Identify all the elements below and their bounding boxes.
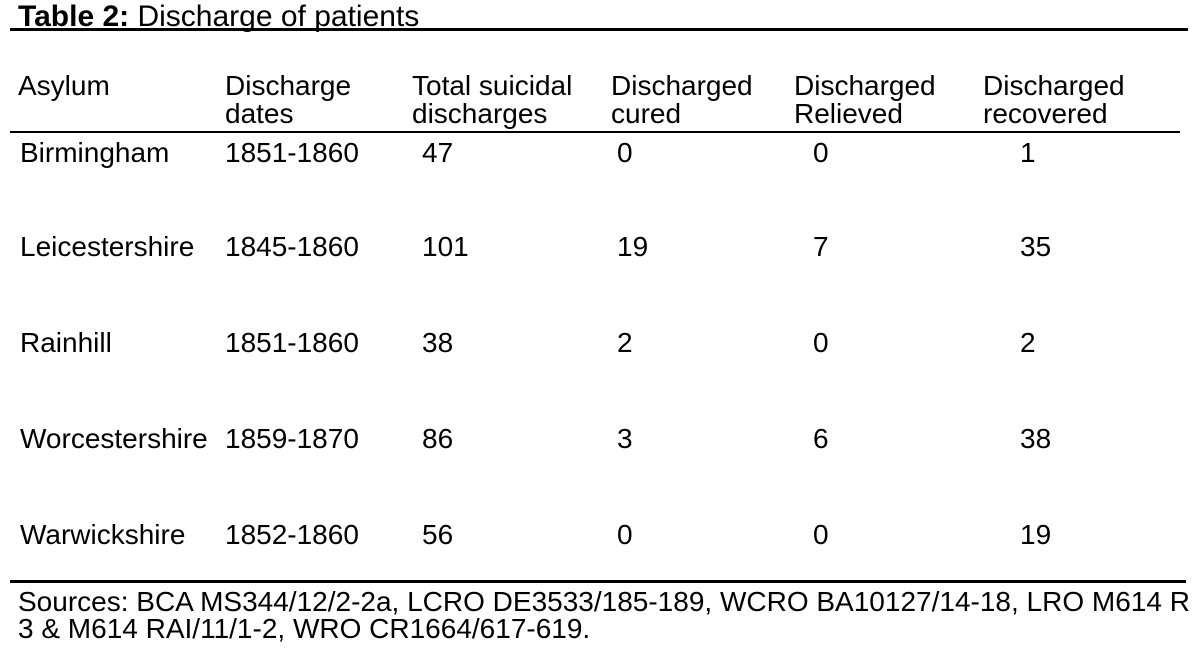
cell-recovered: 1 (1020, 137, 1036, 168)
cell-relieved: 0 (813, 137, 829, 168)
cell-recovered: 2 (1020, 327, 1036, 358)
cell-relieved: 7 (813, 231, 829, 262)
table-row: Warwickshire 1852-1860 56 0 0 19 (18, 519, 1184, 581)
table-header-row: Asylum Discharge dates Total suicidal di… (18, 72, 1184, 128)
cell-relieved: 0 (813, 519, 829, 550)
cell-dates: 1845-1860 (225, 231, 359, 262)
cell-relieved: 6 (813, 423, 829, 454)
cell-total: 101 (422, 231, 469, 262)
cell-asylum: Birmingham (20, 137, 170, 168)
column-header-recovered: Discharged recovered (983, 70, 1125, 129)
cell-dates: 1851-1860 (225, 327, 359, 358)
header-divider (10, 131, 1180, 133)
cell-cured: 0 (617, 137, 633, 168)
table-row: Rainhill 1851-1860 38 2 0 2 (18, 327, 1184, 423)
cell-dates: 1859-1870 (225, 423, 359, 454)
cell-asylum: Warwickshire (20, 519, 186, 550)
cell-recovered: 35 (1020, 231, 1052, 262)
cell-recovered: 19 (1020, 519, 1052, 550)
cell-asylum: Rainhill (20, 327, 112, 358)
cell-total: 47 (422, 137, 454, 168)
table-row: Leicestershire 1845-1860 101 19 7 35 (18, 231, 1184, 327)
table-row: Birmingham 1851-1860 47 0 0 1 (18, 137, 1184, 231)
cell-total: 86 (422, 423, 454, 454)
cell-cured: 0 (617, 519, 633, 550)
table-body: Birmingham 1851-1860 47 0 0 1 Leicesters… (18, 137, 1184, 581)
column-header-dates: Discharge dates (225, 70, 352, 129)
cell-recovered: 38 (1020, 423, 1052, 454)
table-number-label: Table 2: (18, 0, 130, 33)
table-row: Worcestershire 1859-1870 86 3 6 38 (18, 423, 1184, 519)
table-caption: Discharge of patients (129, 0, 420, 33)
title-divider (10, 28, 1188, 31)
cell-asylum: Worcestershire (20, 423, 208, 454)
column-header-total: Total suicidal discharges (412, 70, 573, 129)
column-header-cured: Discharged cured (611, 70, 753, 129)
sources-note: Sources: BCA MS344/12/2-2a, LCRO DE3533/… (18, 588, 1190, 642)
bottom-divider (10, 580, 1186, 583)
page-title: Table 2: Discharge of patients (18, 0, 419, 34)
cell-cured: 19 (617, 231, 649, 262)
column-header-asylum: Asylum (18, 70, 110, 101)
cell-relieved: 0 (813, 327, 829, 358)
column-header-relieved: Discharged Relieved (794, 70, 936, 129)
cell-asylum: Leicestershire (20, 231, 195, 262)
cell-total: 38 (422, 327, 454, 358)
cell-cured: 2 (617, 327, 633, 358)
cell-dates: 1851-1860 (225, 137, 359, 168)
cell-total: 56 (422, 519, 454, 550)
cell-cured: 3 (617, 423, 633, 454)
cell-dates: 1852-1860 (225, 519, 359, 550)
